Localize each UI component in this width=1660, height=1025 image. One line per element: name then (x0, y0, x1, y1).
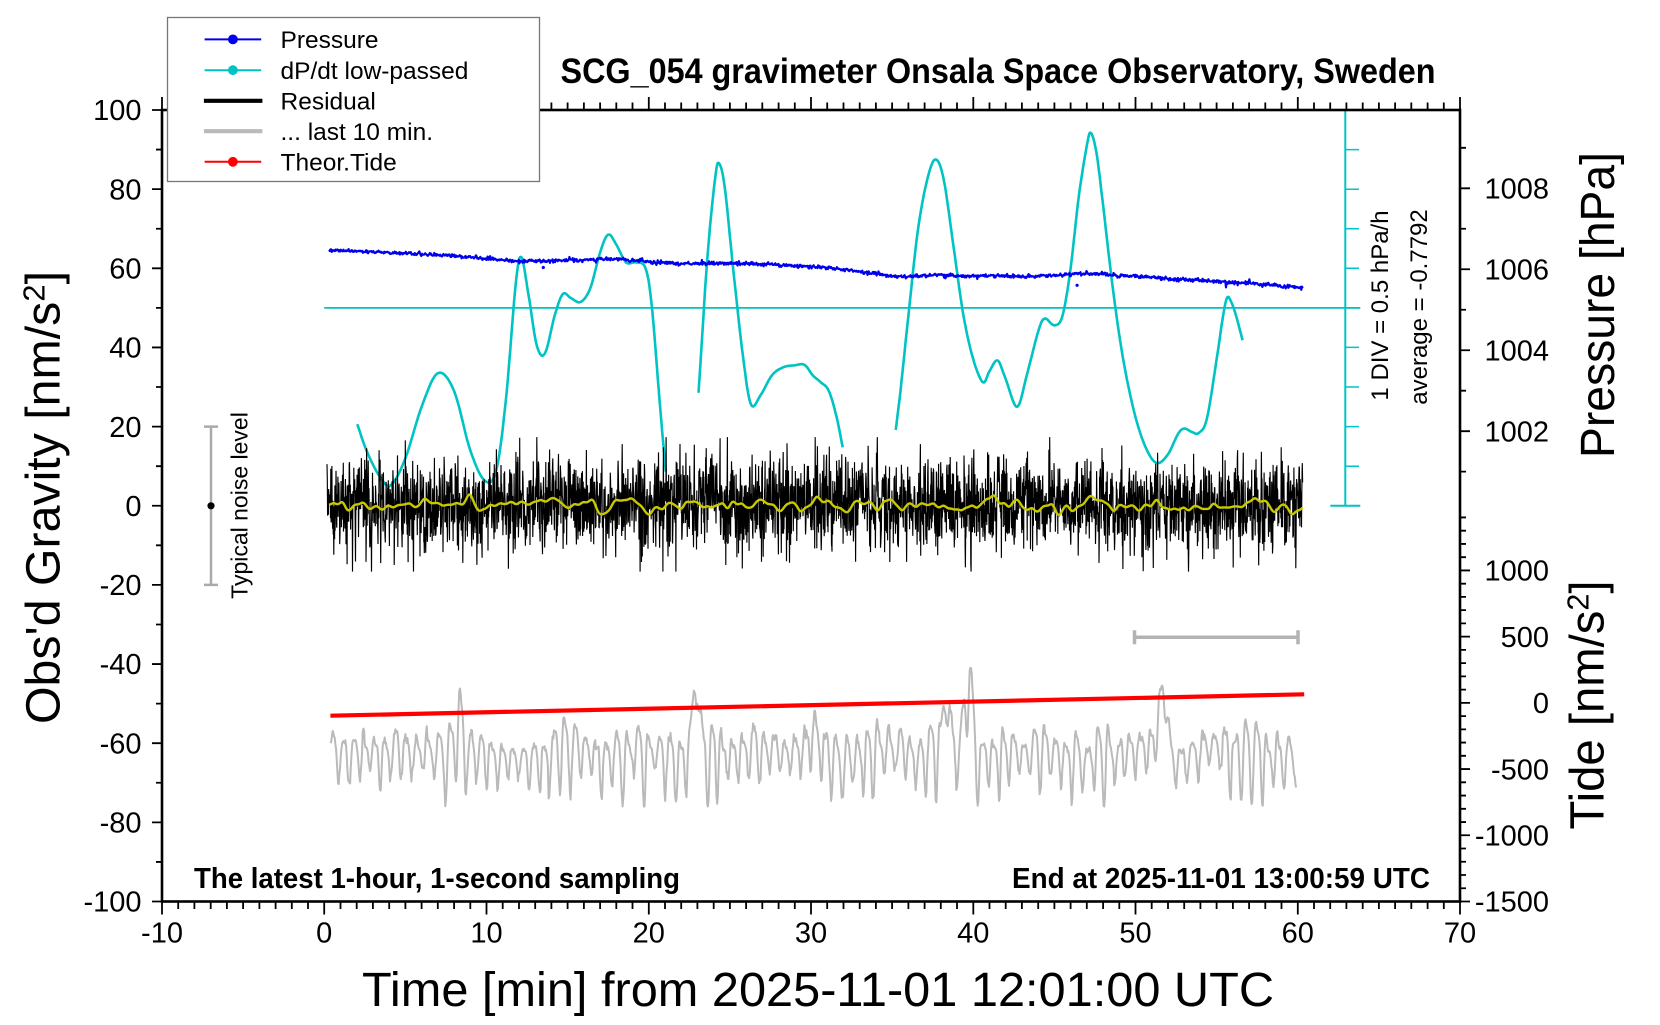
svg-text:Time [min] from 2025-11-01 12:: Time [min] from 2025-11-01 12:01:00 UTC (362, 964, 1274, 1017)
svg-text:Obs'd Gravity [nm/s2]: Obs'd Gravity [nm/s2] (17, 271, 71, 724)
svg-text:20: 20 (633, 918, 665, 950)
svg-text:dP/dt low-passed: dP/dt low-passed (281, 58, 469, 85)
svg-text:0: 0 (1533, 688, 1549, 720)
svg-text:40: 40 (957, 918, 989, 950)
svg-text:The latest 1-hour, 1-second sa: The latest 1-hour, 1-second sampling (194, 863, 680, 895)
svg-text:-10: -10 (141, 918, 183, 950)
svg-text:1000: 1000 (1484, 556, 1549, 588)
svg-text:10: 10 (470, 918, 502, 950)
svg-text:Tide [nm/s2]: Tide [nm/s2] (1561, 581, 1615, 830)
svg-text:average = -0.7792: average = -0.7792 (1406, 209, 1433, 404)
svg-text:1008: 1008 (1484, 174, 1549, 206)
svg-text:Pressure: Pressure (281, 27, 379, 54)
svg-text:End at 2025-11-01 13:00:59 UTC: End at 2025-11-01 13:00:59 UTC (1012, 863, 1430, 895)
svg-text:40: 40 (109, 333, 141, 365)
svg-text:-1000: -1000 (1475, 821, 1549, 853)
svg-text:Residual: Residual (281, 89, 376, 116)
svg-text:-500: -500 (1491, 754, 1549, 786)
svg-text:100: 100 (93, 95, 141, 127)
svg-text:80: 80 (109, 174, 141, 206)
svg-text:70: 70 (1444, 918, 1476, 950)
svg-text:Pressure [hPa]: Pressure [hPa] (1572, 152, 1625, 458)
svg-text:60: 60 (109, 254, 141, 286)
svg-text:1002: 1002 (1484, 416, 1549, 448)
svg-text:-100: -100 (83, 887, 141, 919)
svg-text:1 DIV = 0.5 hPa/h: 1 DIV = 0.5 hPa/h (1367, 210, 1394, 400)
svg-text:-20: -20 (100, 570, 142, 602)
svg-text:-1500: -1500 (1475, 887, 1549, 919)
svg-text:-80: -80 (100, 808, 142, 840)
svg-text:20: 20 (109, 412, 141, 444)
svg-text:500: 500 (1501, 622, 1549, 654)
svg-text:-40: -40 (100, 649, 142, 681)
svg-text:1004: 1004 (1484, 335, 1549, 367)
svg-text:0: 0 (125, 491, 141, 523)
svg-text:1006: 1006 (1484, 255, 1549, 287)
svg-text:60: 60 (1282, 918, 1314, 950)
svg-text:Theor.Tide: Theor.Tide (281, 150, 397, 177)
svg-text:... last 10 min.: ... last 10 min. (281, 119, 434, 146)
svg-text:0: 0 (316, 918, 332, 950)
svg-text:-60: -60 (100, 728, 142, 760)
svg-text:30: 30 (795, 918, 827, 950)
svg-text:Typical noise level: Typical noise level (227, 412, 253, 599)
svg-text:50: 50 (1119, 918, 1151, 950)
svg-text:SCG_054 gravimeter Onsala Spac: SCG_054 gravimeter Onsala Space Observat… (561, 52, 1436, 91)
